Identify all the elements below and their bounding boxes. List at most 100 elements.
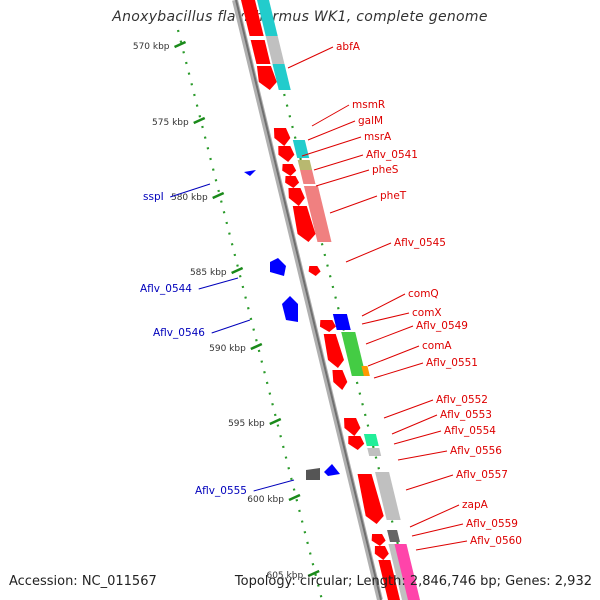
cds-feature[interactable] [344, 418, 361, 436]
cds-feature[interactable] [292, 206, 316, 242]
kbp-tick-mark [173, 40, 187, 49]
label-leader-line [393, 430, 442, 445]
gene-label[interactable]: Aflv_0545 [394, 237, 446, 249]
kbp-tick-mark [193, 116, 206, 125]
gene-label[interactable]: msmR [352, 99, 385, 111]
feature-bar-dark[interactable] [387, 530, 400, 542]
gene-label[interactable]: Aflv_0559 [466, 518, 518, 530]
gene-label[interactable]: Aflv_0551 [426, 357, 478, 369]
cds-feature[interactable] [241, 0, 264, 36]
cds-feature[interactable] [282, 164, 297, 176]
label-leader-line [383, 399, 434, 419]
kbp-ticks: 570 kbp 575 kbp 580 kbp 585 kbp 590 kbp 595 k… [133, 40, 320, 581]
kbp-tick-label: 570 kbp [133, 42, 170, 52]
kbp-tick-label: 595 kbp [228, 419, 265, 429]
kbp-tick-label: 575 kbp [152, 118, 189, 128]
gene-labels: abfA msmR galM msrA Aflv_0541 pheS pheT Aflv_05… [140, 41, 522, 551]
gene-label[interactable]: Aflv_0554 [444, 425, 496, 437]
backbone-shadow [235, 0, 382, 600]
map-title: Anoxybacillus flavithermus WK1, complete… [112, 9, 488, 25]
feature-bar-cyan[interactable] [292, 140, 310, 158]
feature-bar-orange[interactable] [361, 366, 370, 376]
gene-label[interactable]: comQ [408, 288, 439, 300]
cds-feature[interactable] [273, 128, 291, 146]
kbp-tick-label: 580 kbp [171, 193, 208, 203]
kbp-tick-mark [231, 266, 244, 275]
label-leader-line [345, 242, 392, 263]
gene-label[interactable]: msrA [364, 131, 392, 143]
gene-label[interactable]: Aflv_0553 [440, 409, 492, 421]
cds-feature[interactable] [256, 66, 277, 90]
feature-bar-grey[interactable] [375, 472, 401, 520]
accession-label: Accession: NC_011567 [9, 574, 157, 589]
gene-label[interactable]: Aflv_0549 [416, 320, 468, 332]
reverse-feature[interactable] [306, 468, 320, 480]
cds-feature[interactable] [250, 40, 271, 64]
kbp-tick-label: 590 kbp [209, 344, 246, 354]
cds-feature[interactable] [371, 534, 386, 546]
reverse-feature[interactable] [282, 296, 298, 322]
feature-bar-grey[interactable] [388, 544, 408, 600]
gene-label[interactable]: comX [412, 307, 442, 319]
gene-label[interactable]: Aflv_0541 [366, 149, 418, 161]
feature-bar-olive[interactable] [297, 160, 313, 170]
label-leader-line [301, 136, 362, 157]
feature-bar-green[interactable] [341, 332, 366, 376]
feature-bar-magenta[interactable] [392, 544, 420, 600]
cds-feature[interactable] [332, 370, 348, 390]
gene-label[interactable]: zapA [462, 499, 489, 511]
gene-label[interactable]: pheT [380, 190, 407, 202]
gene-label[interactable]: pheS [372, 164, 399, 176]
cds-feature[interactable] [308, 266, 321, 276]
feature-bar-cyan[interactable] [257, 0, 278, 36]
label-leader-line [329, 195, 378, 214]
label-leader-line [211, 319, 251, 334]
gene-label[interactable]: Aflv_0556 [450, 445, 502, 457]
cds-feature[interactable] [374, 546, 389, 560]
feature-bar-blue[interactable] [332, 314, 351, 330]
reverse-feature[interactable] [244, 170, 256, 176]
feature-bar-grey[interactable] [367, 448, 382, 456]
gene-label[interactable]: Aflv_0555 [195, 485, 247, 497]
gene-label[interactable]: Aflv_0560 [470, 535, 522, 547]
feature-bar-pink[interactable] [303, 186, 332, 242]
cds-feature[interactable] [278, 146, 295, 162]
label-leader-line [311, 104, 350, 127]
feature-bar-grey[interactable] [265, 36, 285, 64]
cds-feature[interactable] [357, 474, 384, 524]
reverse-feature[interactable] [324, 464, 340, 476]
label-leader-line [198, 277, 239, 290]
cds-feature[interactable] [378, 560, 400, 600]
gene-label[interactable]: sspI [143, 191, 164, 203]
kbp-tick-label: 585 kbp [190, 268, 227, 278]
gene-label[interactable]: abfA [336, 41, 361, 53]
gene-label[interactable]: galM [358, 115, 383, 127]
feature-bar-cyan[interactable] [272, 64, 291, 90]
feature-bar-pink[interactable] [300, 170, 316, 184]
cds-feature[interactable] [288, 188, 305, 206]
cds-feature[interactable] [285, 176, 300, 188]
gene-label[interactable]: comA [422, 340, 452, 352]
label-leader-line [415, 540, 468, 551]
reverse-feature[interactable] [270, 258, 286, 276]
topology-label: Topology: circular; Length: 2,846,746 bp… [234, 574, 592, 589]
feature-bar-mint[interactable] [363, 434, 379, 446]
label-leader-line [367, 345, 420, 367]
label-leader-line [307, 120, 356, 141]
kbp-tick-mark [269, 417, 282, 426]
gene-label[interactable]: Aflv_0552 [436, 394, 488, 406]
label-leader-line [361, 293, 406, 317]
label-leader-line [373, 362, 424, 379]
kbp-tick-mark [212, 191, 225, 200]
cds-feature[interactable] [319, 320, 336, 332]
kbp-tick-mark [307, 569, 320, 578]
cds-feature[interactable] [323, 334, 344, 368]
gene-label[interactable]: Aflv_0557 [456, 469, 508, 481]
kbp-tick-label: 605 kbp [266, 571, 303, 581]
gene-label[interactable]: Aflv_0544 [140, 283, 192, 295]
gene-label[interactable]: Aflv_0546 [153, 327, 205, 339]
backbone [232, 0, 383, 600]
kbp-tick-mark [250, 342, 263, 351]
cds-feature[interactable] [348, 436, 365, 450]
